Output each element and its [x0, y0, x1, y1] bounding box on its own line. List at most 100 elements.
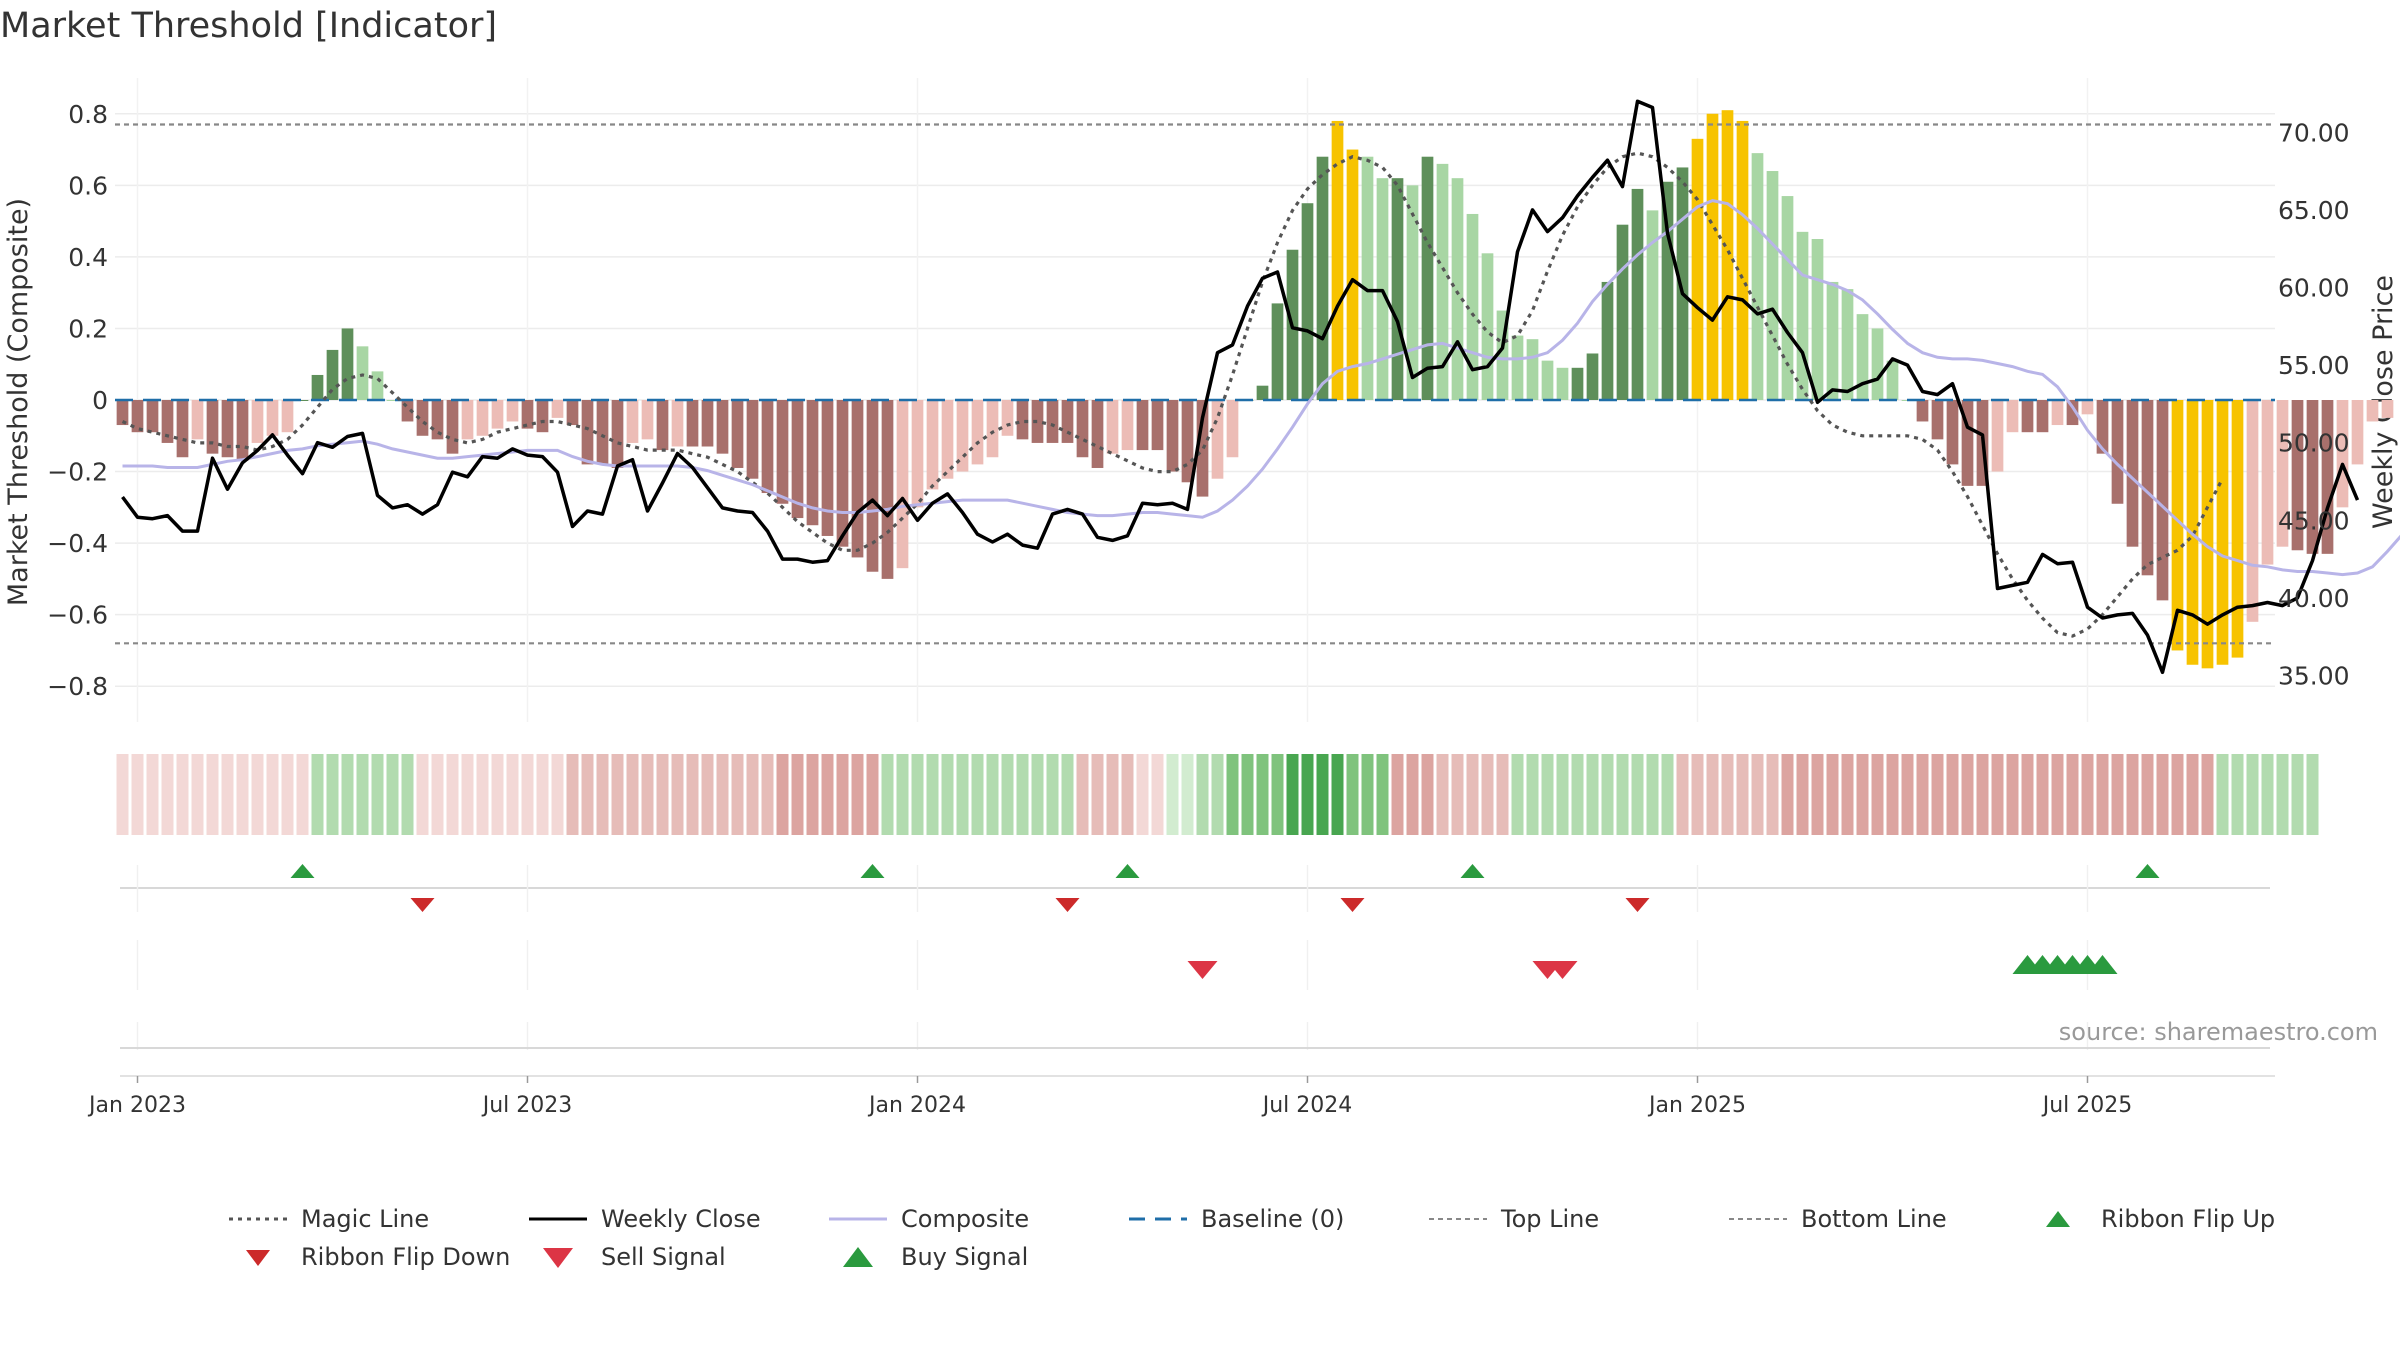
ribbon-cell — [371, 754, 384, 835]
composite-bar — [1226, 400, 1239, 458]
composite-bar — [431, 400, 444, 440]
ribbon-cell — [506, 754, 519, 835]
right-tick-label: 40.00 — [2278, 584, 2350, 613]
composite-bar — [461, 400, 474, 440]
ribbon-cell — [971, 754, 984, 835]
composite-bar — [1316, 156, 1329, 400]
y-axis-left-label: Market Threshold (Composite) — [3, 198, 34, 606]
composite-bar — [2306, 400, 2319, 554]
composite-bar — [1826, 281, 1839, 400]
ribbon-cell — [1091, 754, 1104, 835]
composite-bar — [416, 400, 429, 436]
ribbon-cell — [2081, 754, 2094, 835]
legend-label: Baseline (0) — [1201, 1205, 1345, 1233]
composite-bar — [2261, 400, 2274, 565]
composite-bar — [776, 400, 789, 504]
legend-item-sell-signal: Sell Signal — [525, 1243, 825, 1271]
composite-bar — [1046, 400, 1059, 443]
ribbon-cell — [161, 754, 174, 835]
right-tick-label: 50.00 — [2278, 429, 2350, 458]
composite-bar — [836, 400, 849, 547]
composite-bar — [581, 400, 594, 465]
ribbon-cell — [356, 754, 369, 835]
ribbon-cell — [821, 754, 834, 835]
ribbon-cell — [731, 754, 744, 835]
ribbon-cell — [521, 754, 534, 835]
ribbon-cell — [1391, 754, 1404, 835]
x-tick-label: Jan 2025 — [1647, 1093, 1746, 1118]
composite-bar — [356, 346, 369, 400]
legend-item-baseline: Baseline (0) — [1125, 1205, 1425, 1233]
ribbon-cell — [1961, 754, 1974, 835]
ribbon-cell — [1016, 754, 1029, 835]
ribbon-flip-up-marker — [2135, 864, 2160, 878]
ribbon-flip-up-marker — [1460, 864, 1485, 878]
ribbon-cell — [806, 754, 819, 835]
composite-bar — [1541, 360, 1554, 400]
ribbon-cell — [836, 754, 849, 835]
composite-bar — [656, 400, 669, 451]
composite-bar — [926, 400, 939, 490]
composite-bar — [1586, 353, 1599, 400]
ribbon-cell — [1151, 754, 1164, 835]
ribbon-cell — [2306, 754, 2319, 835]
x-tick-label: Jul 2024 — [1261, 1093, 1353, 1118]
composite-bar — [1571, 367, 1584, 400]
ribbon-cell — [1886, 754, 1899, 835]
ribbon-cell — [1061, 754, 1074, 835]
composite-bar — [1616, 224, 1629, 400]
ribbon-cell — [1556, 754, 1569, 835]
composite-bar — [1076, 400, 1089, 458]
dashed-line-icon — [1729, 1218, 1787, 1220]
ribbon-cell — [941, 754, 954, 835]
right-tick-label: 60.00 — [2278, 273, 2350, 302]
dashed-line-icon — [1429, 1218, 1487, 1220]
solid-line-icon — [829, 1217, 887, 1221]
sell-signal-marker — [1187, 961, 1218, 979]
composite-bar — [1676, 167, 1689, 400]
composite-bar — [2096, 400, 2109, 454]
left-tick-label: −0.2 — [47, 458, 108, 487]
ribbon-cell — [461, 754, 474, 835]
ribbon-cell — [986, 754, 999, 835]
legend-label: Magic Line — [301, 1205, 430, 1233]
ribbon-flip-down-marker — [1340, 898, 1365, 912]
ribbon-cell — [2201, 754, 2214, 835]
composite-bar — [2156, 400, 2169, 601]
ribbon-cell — [1916, 754, 1929, 835]
ribbon-cell — [671, 754, 684, 835]
ribbon-cell — [1976, 754, 1989, 835]
composite-bar — [191, 400, 204, 440]
legend-label: Top Line — [1501, 1205, 1600, 1233]
composite-bar — [1346, 149, 1359, 400]
ribbon-cell — [566, 754, 579, 835]
ribbon-cell — [1721, 754, 1734, 835]
composite-bar — [881, 400, 894, 579]
composite-bar — [491, 400, 504, 429]
composite-bar — [1016, 400, 1029, 440]
legend-label: Buy Signal — [901, 1243, 1029, 1271]
composite-bar — [1121, 400, 1134, 451]
composite-bar — [521, 400, 534, 429]
ribbon-cell — [2156, 754, 2169, 835]
composite-bar — [2366, 400, 2379, 422]
ribbon-cell — [1181, 754, 1194, 835]
composite-bar — [1331, 120, 1344, 400]
ribbon-cell — [1991, 754, 2004, 835]
composite-bar — [1841, 289, 1854, 400]
composite-bar — [386, 400, 399, 401]
legend-row: Ribbon Flip Down Sell Signal Buy Signal — [225, 1238, 2325, 1276]
composite-bar — [206, 400, 219, 454]
composite-bar — [626, 400, 639, 443]
ribbon-cell — [626, 754, 639, 835]
composite-bar — [2036, 400, 2049, 433]
composite-bar — [1061, 400, 1074, 443]
composite-bar — [1721, 110, 1734, 400]
composite-bar — [1001, 400, 1014, 436]
ribbon-flip-up-marker — [1115, 864, 1140, 878]
composite-bar — [1301, 203, 1314, 400]
ribbon-cell — [656, 754, 669, 835]
ribbon-cell — [2066, 754, 2079, 835]
ribbon-cell — [716, 754, 729, 835]
composite-bar — [1991, 400, 2004, 472]
